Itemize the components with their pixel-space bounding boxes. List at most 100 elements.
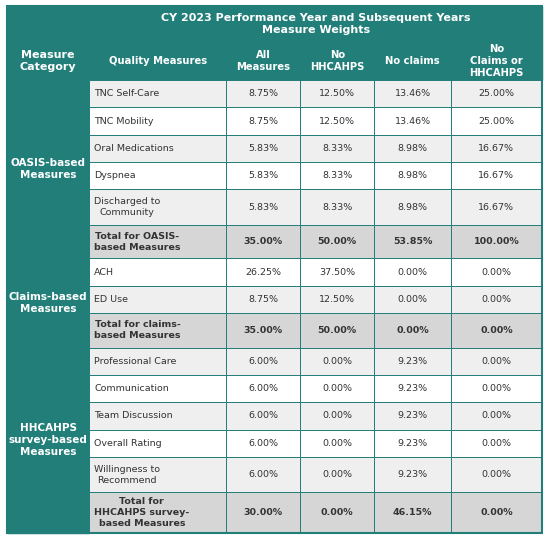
Bar: [451, 42, 542, 80]
Bar: [451, 258, 542, 286]
Bar: [89, 225, 226, 258]
Text: 53.85%: 53.85%: [393, 237, 432, 246]
Text: 9.23%: 9.23%: [397, 384, 428, 393]
Bar: [300, 135, 374, 162]
Bar: [451, 135, 542, 162]
Text: 100.00%: 100.00%: [473, 237, 519, 246]
Bar: [374, 430, 451, 457]
Text: OASIS-based
Measures: OASIS-based Measures: [10, 158, 86, 180]
Text: 8.98%: 8.98%: [397, 171, 428, 180]
Bar: [226, 457, 300, 492]
Text: Team Discussion: Team Discussion: [94, 411, 173, 420]
Bar: [89, 347, 226, 375]
Bar: [451, 190, 542, 225]
Text: 37.50%: 37.50%: [319, 267, 355, 277]
Text: 12.50%: 12.50%: [319, 295, 355, 304]
Text: 0.00%: 0.00%: [322, 384, 352, 393]
Bar: [89, 430, 226, 457]
Text: No
Claims or
HHCAHPS: No Claims or HHCAHPS: [469, 44, 524, 78]
Text: Oral Medications: Oral Medications: [94, 144, 174, 153]
Text: CY 2023 Performance Year and Subsequent Years
Measure Weights: CY 2023 Performance Year and Subsequent …: [161, 12, 470, 35]
Text: 46.15%: 46.15%: [393, 508, 432, 517]
Bar: [7, 258, 89, 347]
Text: 13.46%: 13.46%: [395, 89, 430, 98]
Text: 9.23%: 9.23%: [397, 470, 428, 479]
Text: 0.00%: 0.00%: [481, 384, 511, 393]
Bar: [300, 190, 374, 225]
Bar: [374, 313, 451, 347]
Text: ED Use: ED Use: [94, 295, 128, 304]
Text: HHCAHPS
survey-based
Measures: HHCAHPS survey-based Measures: [9, 423, 87, 458]
Bar: [451, 162, 542, 190]
Text: Total for
HHCAHPS survey-
based Measures: Total for HHCAHPS survey- based Measures: [94, 497, 189, 528]
Text: Discharged to
Community: Discharged to Community: [94, 197, 160, 217]
Bar: [89, 135, 226, 162]
Bar: [300, 430, 374, 457]
Bar: [374, 258, 451, 286]
Text: 0.00%: 0.00%: [322, 411, 352, 420]
Text: 16.67%: 16.67%: [478, 144, 514, 153]
Text: 0.00%: 0.00%: [396, 326, 429, 335]
Text: Measure
Category: Measure Category: [20, 50, 76, 72]
Bar: [226, 347, 300, 375]
Text: 8.75%: 8.75%: [248, 295, 278, 304]
Text: 50.00%: 50.00%: [318, 326, 357, 335]
Bar: [226, 80, 300, 107]
Text: Total for claims-
based Measures: Total for claims- based Measures: [94, 321, 181, 340]
Text: 0.00%: 0.00%: [481, 357, 511, 366]
Bar: [374, 457, 451, 492]
Text: All
Measures: All Measures: [236, 50, 290, 72]
Text: Total for OASIS-
based Measures: Total for OASIS- based Measures: [94, 232, 181, 251]
Text: 16.67%: 16.67%: [478, 171, 514, 180]
Bar: [89, 42, 226, 80]
Text: 8.33%: 8.33%: [322, 202, 352, 212]
Bar: [300, 42, 374, 80]
Bar: [374, 402, 451, 430]
Text: No claims: No claims: [385, 56, 440, 66]
Bar: [374, 347, 451, 375]
Text: 26.25%: 26.25%: [245, 267, 281, 277]
Bar: [300, 286, 374, 313]
Bar: [89, 375, 226, 402]
Bar: [374, 107, 451, 135]
Bar: [7, 6, 542, 42]
Bar: [300, 162, 374, 190]
Bar: [451, 402, 542, 430]
Text: ACH: ACH: [94, 267, 114, 277]
Bar: [374, 42, 451, 80]
Text: 0.00%: 0.00%: [481, 295, 511, 304]
Bar: [451, 457, 542, 492]
Text: 13.46%: 13.46%: [395, 117, 430, 126]
Bar: [226, 402, 300, 430]
Bar: [451, 492, 542, 533]
Bar: [7, 6, 89, 80]
Text: 6.00%: 6.00%: [248, 357, 278, 366]
Bar: [374, 190, 451, 225]
Text: TNC Mobility: TNC Mobility: [94, 117, 154, 126]
Bar: [374, 286, 451, 313]
Text: 35.00%: 35.00%: [244, 326, 283, 335]
Bar: [300, 80, 374, 107]
Text: 8.75%: 8.75%: [248, 117, 278, 126]
Text: 8.75%: 8.75%: [248, 89, 278, 98]
Text: 8.98%: 8.98%: [397, 202, 428, 212]
Text: 0.00%: 0.00%: [397, 295, 428, 304]
Bar: [89, 258, 226, 286]
Bar: [226, 135, 300, 162]
Text: 0.00%: 0.00%: [481, 267, 511, 277]
Text: 25.00%: 25.00%: [478, 117, 514, 126]
Bar: [226, 162, 300, 190]
Bar: [451, 347, 542, 375]
Bar: [300, 258, 374, 286]
Bar: [300, 402, 374, 430]
Bar: [89, 492, 226, 533]
Bar: [226, 313, 300, 347]
Bar: [226, 42, 300, 80]
Text: 5.83%: 5.83%: [248, 144, 278, 153]
Text: Quality Measures: Quality Measures: [109, 56, 206, 66]
Text: 0.00%: 0.00%: [322, 357, 352, 366]
Text: 6.00%: 6.00%: [248, 470, 278, 479]
Text: 0.00%: 0.00%: [481, 439, 511, 448]
Text: 8.33%: 8.33%: [322, 144, 352, 153]
Text: 9.23%: 9.23%: [397, 357, 428, 366]
